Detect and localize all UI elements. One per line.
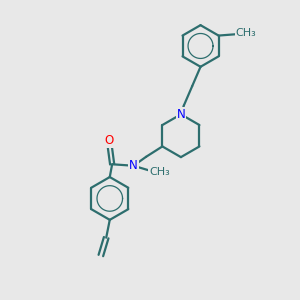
Text: CH₃: CH₃ — [149, 167, 170, 177]
Text: O: O — [105, 134, 114, 147]
Text: CH₃: CH₃ — [236, 28, 256, 38]
Text: N: N — [176, 108, 185, 121]
Text: N: N — [129, 159, 138, 172]
